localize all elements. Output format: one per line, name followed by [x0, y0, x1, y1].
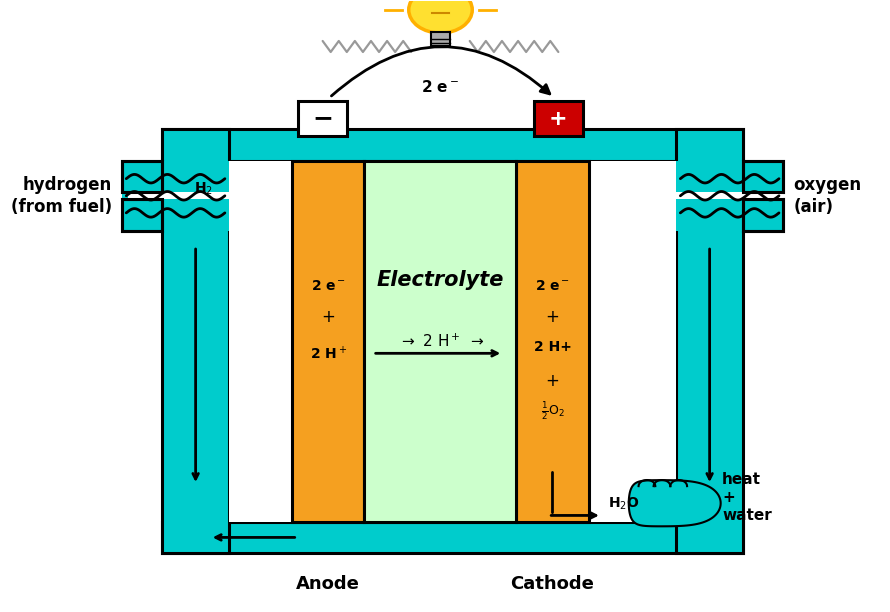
Bar [298, 101, 347, 136]
Bar [534, 101, 583, 136]
Text: Anode: Anode [296, 575, 360, 592]
Bar [743, 199, 783, 231]
Text: hydrogen
(from fuel): hydrogen (from fuel) [11, 176, 112, 216]
Bar [676, 129, 743, 553]
Bar [743, 161, 783, 192]
Bar [432, 32, 449, 47]
Text: +: + [321, 308, 335, 326]
FancyArrowPatch shape [331, 47, 550, 96]
Bar [676, 161, 783, 231]
Bar [676, 192, 783, 199]
Bar [364, 161, 515, 521]
Text: 2 e$^-$: 2 e$^-$ [311, 279, 345, 293]
Bar [122, 161, 162, 192]
Text: $\rightarrow$ 2 H$^+$ $\rightarrow$: $\rightarrow$ 2 H$^+$ $\rightarrow$ [400, 332, 484, 349]
Text: 2 H+: 2 H+ [533, 340, 571, 354]
Bar [162, 521, 743, 553]
Bar [122, 199, 162, 231]
Bar [743, 161, 783, 192]
Bar [162, 129, 229, 553]
Bar [162, 129, 743, 161]
Text: +: + [546, 372, 560, 390]
Circle shape [409, 0, 473, 33]
Bar [292, 161, 364, 521]
Text: 2 e$^-$: 2 e$^-$ [421, 80, 459, 95]
Text: 2 H$^+$: 2 H$^+$ [310, 345, 347, 362]
Text: H$_2$O: H$_2$O [608, 496, 639, 512]
Bar [122, 199, 162, 231]
Bar [743, 199, 783, 231]
Bar [515, 161, 589, 521]
Bar [127, 192, 229, 199]
Text: 2 e$^-$: 2 e$^-$ [535, 279, 570, 293]
Text: oxygen
(air): oxygen (air) [793, 176, 862, 216]
Text: Electrolyte: Electrolyte [376, 270, 504, 290]
Text: heat
+
water: heat + water [722, 472, 772, 523]
Text: $\mathregular{\frac{1}{2}}$O$_2$: $\mathregular{\frac{1}{2}}$O$_2$ [540, 400, 564, 422]
Polygon shape [628, 480, 721, 526]
Text: +: + [546, 308, 560, 326]
Bar [122, 161, 162, 192]
Text: Cathode: Cathode [511, 575, 595, 592]
Text: −: − [312, 106, 333, 130]
Text: H$_2$: H$_2$ [195, 181, 214, 196]
Bar [229, 161, 676, 521]
Bar [122, 161, 229, 231]
Text: +: + [549, 108, 568, 129]
